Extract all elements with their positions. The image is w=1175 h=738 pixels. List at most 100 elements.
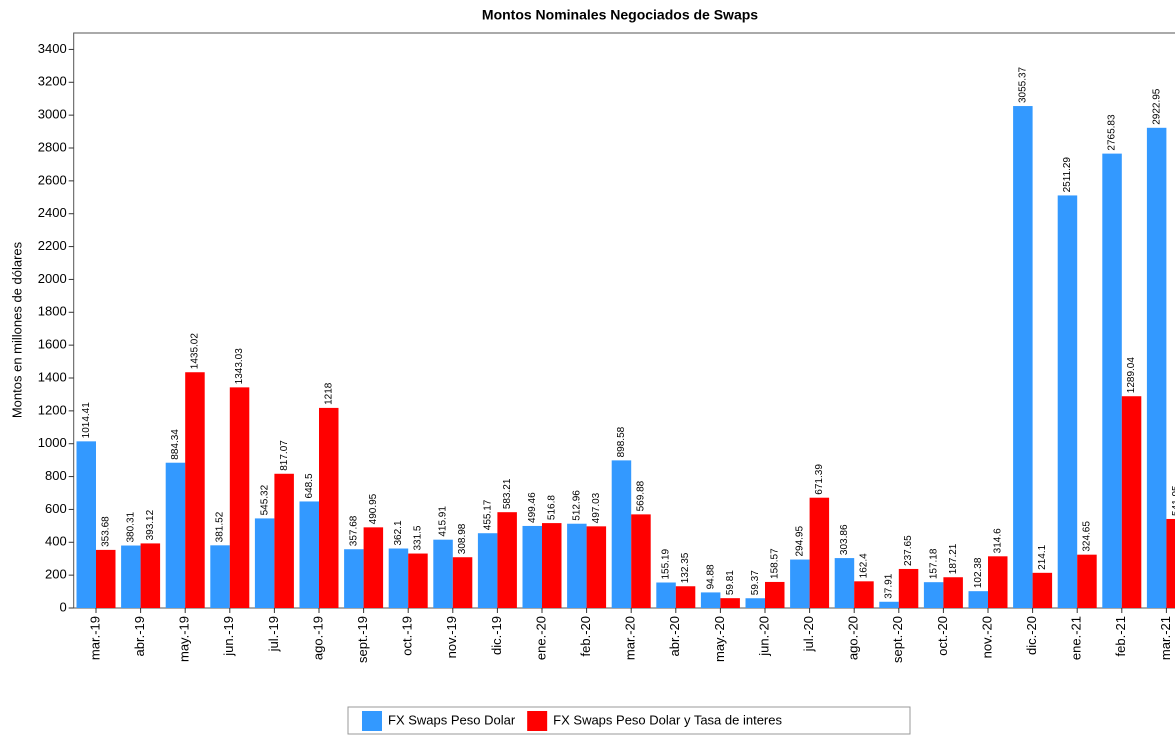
value-label: 884.34 (170, 429, 181, 460)
value-label: 648.5 (304, 473, 315, 498)
legend-label: FX Swaps Peso Dolar y Tasa de interes (553, 712, 782, 727)
bar (611, 460, 632, 608)
y-tick-label: 1000 (38, 435, 67, 450)
legend-swatch (362, 711, 382, 731)
value-label: 187.21 (948, 543, 959, 574)
value-label: 59.81 (725, 570, 736, 595)
value-label: 308.98 (457, 523, 468, 554)
legend-frame (347, 706, 911, 735)
x-tick-label: jul.-19 (266, 616, 281, 652)
y-tick-label: 0 (59, 599, 66, 614)
value-label: 158.57 (769, 548, 780, 579)
x-tick-label: oct.-20 (935, 616, 950, 656)
x-tick-label: mar.-19 (87, 616, 102, 660)
y-tick-label: 200 (45, 567, 67, 582)
y-tick-label: 3000 (38, 107, 67, 122)
value-label: 2765.83 (1107, 114, 1118, 151)
y-tick-label: 2400 (38, 205, 67, 220)
bar (854, 581, 874, 608)
bar (586, 526, 607, 608)
bar (452, 557, 473, 608)
value-label: 490.95 (368, 493, 379, 524)
bar (656, 582, 676, 608)
bars: 1014.41 353.68 380.31 393.12 884.34 1435.02 38… (76, 66, 1175, 609)
bar (210, 545, 230, 608)
value-label: 59.37 (750, 570, 761, 595)
y-tick-label: 400 (45, 534, 67, 549)
y-tick-label: 1200 (38, 402, 67, 417)
legend-label: FX Swaps Peso Dolar (388, 712, 516, 727)
value-label: 357.68 (348, 515, 359, 546)
x-tick-label: ene.-20 (533, 616, 548, 660)
value-label: 314.6 (992, 528, 1003, 553)
value-label: 512.96 (571, 490, 582, 521)
bar (567, 523, 587, 608)
bar (542, 523, 562, 608)
x-tick-label: oct.-19 (400, 616, 415, 656)
x-tick-label: ago.-19 (310, 616, 325, 660)
chart-title: Montos Nominales Negociados de Swaps (482, 7, 758, 23)
x-tick-label: nov.-19 (444, 616, 459, 658)
bar (477, 533, 498, 608)
x-tick-label: jun.-20 (756, 616, 771, 657)
bar (1032, 572, 1053, 608)
value-label: 1435.02 (190, 333, 201, 370)
value-label: 303.86 (839, 524, 850, 555)
x-tick-label: jul.-20 (801, 616, 816, 652)
value-label: 2511.29 (1062, 157, 1073, 193)
bar (631, 514, 651, 608)
bar (388, 548, 409, 608)
bar (254, 518, 275, 608)
bar (363, 527, 384, 608)
value-label: 545.32 (259, 484, 270, 515)
value-label: 1343.03 (234, 348, 245, 385)
x-tick-label: sept.-20 (890, 616, 905, 663)
x-tick-label: ago.-20 (846, 616, 861, 660)
bar (675, 586, 696, 608)
bar (968, 591, 988, 608)
value-label: 898.58 (616, 426, 627, 457)
y-tick-label: 1600 (38, 337, 67, 352)
bar (165, 462, 186, 608)
value-label: 102.38 (973, 557, 984, 588)
x-tick-label: nov.-20 (979, 616, 994, 658)
value-label: 3055.37 (1017, 66, 1028, 103)
value-label: 569.88 (636, 480, 647, 511)
bar (522, 525, 542, 608)
bar (988, 556, 1008, 608)
legend: FX Swaps Peso Dolar FX Swaps Peso Dolar y… (347, 706, 911, 735)
value-label: 37.91 (884, 573, 895, 598)
value-label: 1218 (323, 382, 334, 405)
bar (344, 549, 364, 608)
x-tick-label: mar.-21 (1158, 616, 1173, 660)
bar (745, 598, 765, 608)
bar (1146, 127, 1167, 608)
value-label: 214.1 (1037, 544, 1048, 569)
y-tick-label: 2600 (38, 172, 67, 187)
value-label: 415.91 (438, 506, 449, 537)
value-label: 817.07 (279, 440, 290, 471)
y-tick-label: 600 (45, 501, 67, 516)
value-label: 132.35 (680, 552, 691, 583)
value-label: 353.68 (100, 516, 111, 547)
bar (809, 497, 830, 608)
value-label: 497.03 (591, 492, 602, 523)
y-tick-label: 800 (45, 468, 67, 483)
value-label: 157.18 (928, 548, 939, 579)
bar (274, 473, 294, 608)
bar (898, 568, 919, 608)
value-label: 516.8 (546, 495, 557, 520)
bar (140, 543, 161, 608)
x-tick-label: jun.-19 (221, 616, 236, 657)
value-label: 671.39 (814, 464, 825, 495)
legend-swatch (527, 711, 548, 731)
value-label: 2922.95 (1151, 88, 1162, 125)
bar (1057, 195, 1078, 609)
value-label: 162.4 (859, 553, 870, 578)
x-tick-label: feb.-20 (578, 616, 593, 656)
bar (765, 581, 785, 608)
bar (433, 539, 453, 608)
bar (319, 407, 339, 608)
value-label: 237.65 (903, 535, 914, 566)
y-tick-label: 1800 (38, 304, 67, 319)
